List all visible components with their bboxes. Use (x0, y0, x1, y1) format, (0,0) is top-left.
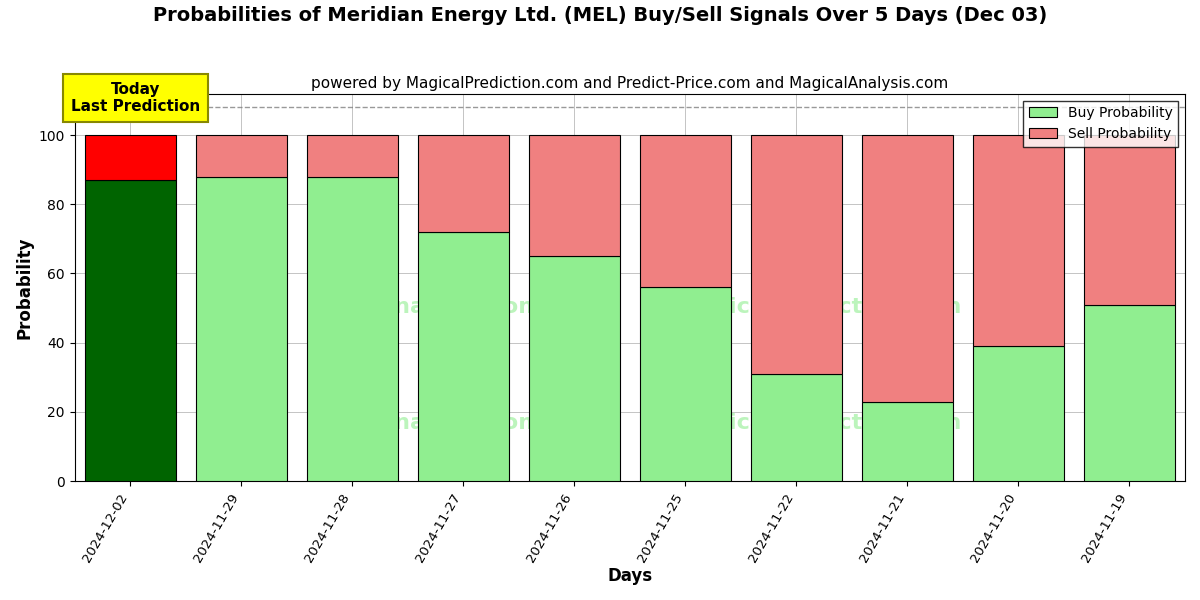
Text: MagicalPrediction.com: MagicalPrediction.com (676, 413, 961, 433)
Bar (418, 232, 509, 481)
Bar (973, 135, 1064, 346)
Bar (529, 256, 620, 481)
Bar (862, 135, 953, 401)
Bar (307, 135, 397, 176)
Bar (307, 176, 397, 481)
Bar (1084, 305, 1175, 481)
Text: Probabilities of Meridian Energy Ltd. (MEL) Buy/Sell Signals Over 5 Days (Dec 03: Probabilities of Meridian Energy Ltd. (M… (152, 6, 1048, 25)
Text: Today
Last Prediction: Today Last Prediction (71, 82, 200, 115)
Bar (85, 180, 175, 481)
Bar (85, 135, 175, 180)
Bar (196, 176, 287, 481)
Title: powered by MagicalPrediction.com and Predict-Price.com and MagicalAnalysis.com: powered by MagicalPrediction.com and Pre… (311, 76, 948, 91)
Bar (973, 346, 1064, 481)
Legend: Buy Probability, Sell Probability: Buy Probability, Sell Probability (1024, 101, 1178, 146)
Bar (751, 374, 842, 481)
Text: MagicalPrediction.com: MagicalPrediction.com (676, 297, 961, 317)
Bar (862, 401, 953, 481)
X-axis label: Days: Days (607, 567, 653, 585)
Bar (1084, 135, 1175, 305)
Text: calAnalysis.com: calAnalysis.com (341, 297, 541, 317)
Bar (196, 135, 287, 176)
Bar (529, 135, 620, 256)
Bar (751, 135, 842, 374)
Bar (640, 135, 731, 287)
Bar (418, 135, 509, 232)
Bar (640, 287, 731, 481)
Text: calAnalysis.com: calAnalysis.com (341, 413, 541, 433)
Y-axis label: Probability: Probability (16, 236, 34, 338)
